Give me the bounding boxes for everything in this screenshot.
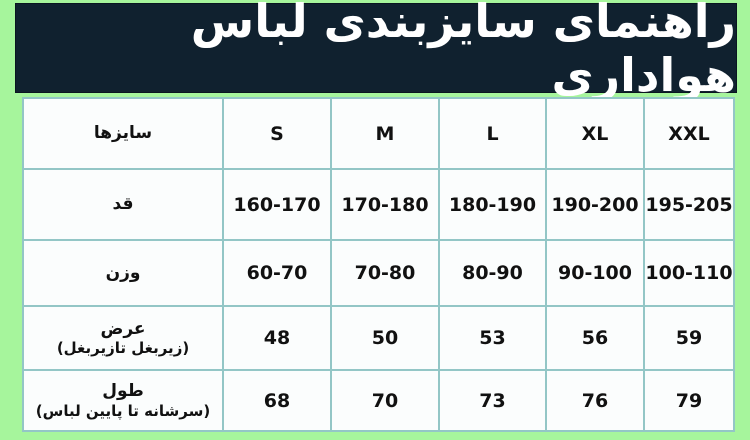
table-row-height: قد 160-170 170-180 180-190 190-200 195-2… bbox=[22, 168, 735, 241]
cell: 48 bbox=[222, 305, 332, 371]
cell: 160-170 bbox=[222, 168, 332, 241]
cell: 70 bbox=[330, 369, 440, 432]
cell: 80-90 bbox=[438, 239, 547, 307]
row-label-text: طول bbox=[102, 381, 144, 402]
table-row-width: عرض (زیربغل تازیربغل) 48 50 53 56 59 bbox=[22, 305, 735, 371]
size-header: S bbox=[222, 97, 332, 170]
size-header: XXL bbox=[643, 97, 735, 170]
cell: 68 bbox=[222, 369, 332, 432]
cell: 50 bbox=[330, 305, 440, 371]
size-header: M bbox=[330, 97, 440, 170]
size-header: L bbox=[438, 97, 547, 170]
row-label-text: وزن bbox=[105, 262, 141, 283]
header-row: سایزها S M L XL XXL bbox=[22, 97, 735, 170]
row-label-text: قد bbox=[112, 194, 134, 215]
row-label-text: عرض bbox=[100, 318, 146, 339]
size-table: سایزها S M L XL XXL قد 160-170 170-180 1… bbox=[22, 97, 735, 432]
cell: 73 bbox=[438, 369, 547, 432]
page-title: راهنمای سایزبندی لباس هواداری bbox=[190, 0, 736, 102]
cell: 70-80 bbox=[330, 239, 440, 307]
cell: 59 bbox=[643, 305, 735, 371]
header-label: سایزها bbox=[22, 97, 224, 170]
cell: 195-205 bbox=[643, 168, 735, 241]
row-sublabel: (سرشانه تا پایین لباس) bbox=[35, 401, 211, 420]
size-header: XL bbox=[545, 97, 645, 170]
row-label: عرض (زیربغل تازیربغل) bbox=[22, 305, 224, 371]
cell: 56 bbox=[545, 305, 645, 371]
table-row-length: طول (سرشانه تا پایین لباس) 68 70 73 76 79 bbox=[22, 369, 735, 432]
row-label: وزن bbox=[22, 239, 224, 307]
row-label: طول (سرشانه تا پایین لباس) bbox=[22, 369, 224, 432]
cell: 79 bbox=[643, 369, 735, 432]
cell: 53 bbox=[438, 305, 547, 371]
table-row-weight: وزن 60-70 70-80 80-90 90-100 100-110 bbox=[22, 239, 735, 307]
cell: 190-200 bbox=[545, 168, 645, 241]
row-label: قد bbox=[22, 168, 224, 241]
cell: 90-100 bbox=[545, 239, 645, 307]
cell: 180-190 bbox=[438, 168, 547, 241]
cell: 76 bbox=[545, 369, 645, 432]
row-sublabel: (زیربغل تازیربغل) bbox=[56, 339, 190, 358]
cell: 170-180 bbox=[330, 168, 440, 241]
title-banner: راهنمای سایزبندی لباس هواداری bbox=[15, 0, 737, 102]
cell: 60-70 bbox=[222, 239, 332, 307]
cell: 100-110 bbox=[643, 239, 735, 307]
